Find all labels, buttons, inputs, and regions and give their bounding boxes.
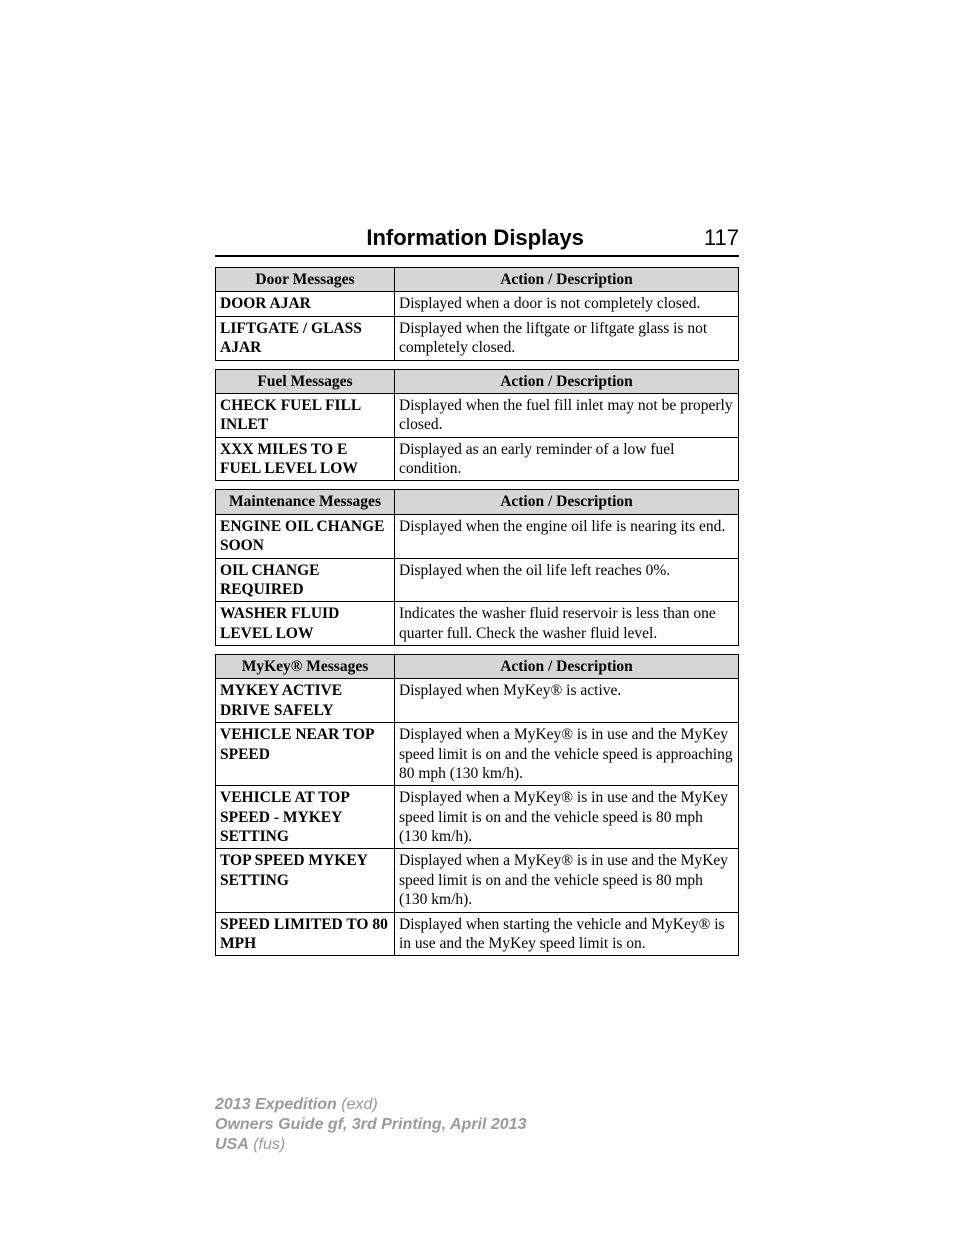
message-description: Indicates the washer fluid reservoir is … [395, 602, 739, 646]
table-row: WASHER FLUID LEVEL LOWIndicates the wash… [216, 602, 739, 646]
table-row: VEHICLE AT TOP SPEED - MYKEY SETTINGDisp… [216, 786, 739, 849]
footer-line-1: 2013 Expedition (exd) [215, 1095, 526, 1115]
message-description: Displayed when a door is not completely … [395, 292, 739, 316]
table-header-messages: Door Messages [216, 268, 395, 292]
message-table: Maintenance MessagesAction / Description… [215, 489, 739, 646]
message-description: Displayed when the liftgate or liftgate … [395, 316, 739, 360]
table-header-messages: MyKey® Messages [216, 655, 395, 679]
table-row: LIFTGATE / GLASS AJARDisplayed when the … [216, 316, 739, 360]
footer-region-code: (fus) [249, 1136, 285, 1153]
message-label: TOP SPEED MYKEY SETTING [216, 849, 395, 912]
message-description: Displayed when the fuel fill inlet may n… [395, 393, 739, 437]
footer-vehicle: 2013 Expedition [215, 1096, 337, 1113]
table-row: VEHICLE NEAR TOP SPEEDDisplayed when a M… [216, 723, 739, 786]
message-label: LIFTGATE / GLASS AJAR [216, 316, 395, 360]
message-table: Door MessagesAction / DescriptionDOOR AJ… [215, 267, 739, 361]
table-header-messages: Fuel Messages [216, 369, 395, 393]
message-description: Displayed when starting the vehicle and … [395, 912, 739, 956]
footer-line-2: Owners Guide gf, 3rd Printing, April 201… [215, 1115, 526, 1135]
message-label: SPEED LIMITED TO 80 MPH [216, 912, 395, 956]
table-header-action: Action / Description [395, 490, 739, 514]
message-description: Displayed when a MyKey® is in use and th… [395, 786, 739, 849]
table-row: ENGINE OIL CHANGE SOONDisplayed when the… [216, 514, 739, 558]
message-label: XXX MILES TO E FUEL LEVEL LOW [216, 437, 395, 481]
message-label: MYKEY ACTIVE DRIVE SAFELY [216, 679, 395, 723]
table-row: TOP SPEED MYKEY SETTINGDisplayed when a … [216, 849, 739, 912]
section-title: Information Displays [366, 225, 584, 251]
table-row: OIL CHANGE REQUIREDDisplayed when the oi… [216, 558, 739, 602]
message-label: DOOR AJAR [216, 292, 395, 316]
message-table: MyKey® MessagesAction / DescriptionMYKEY… [215, 654, 739, 956]
message-description: Displayed when the engine oil life is ne… [395, 514, 739, 558]
message-description: Displayed as an early reminder of a low … [395, 437, 739, 481]
page-number: 117 [704, 225, 739, 251]
message-description: Displayed when a MyKey® is in use and th… [395, 723, 739, 786]
message-label: OIL CHANGE REQUIRED [216, 558, 395, 602]
table-row: CHECK FUEL FILL INLETDisplayed when the … [216, 393, 739, 437]
table-row: MYKEY ACTIVE DRIVE SAFELYDisplayed when … [216, 679, 739, 723]
footer-vehicle-code: (exd) [337, 1096, 378, 1113]
message-description: Displayed when the oil life left reaches… [395, 558, 739, 602]
table-row: XXX MILES TO E FUEL LEVEL LOWDisplayed a… [216, 437, 739, 481]
message-table: Fuel MessagesAction / DescriptionCHECK F… [215, 369, 739, 482]
footer-region: USA [215, 1136, 249, 1153]
table-header-action: Action / Description [395, 268, 739, 292]
message-label: ENGINE OIL CHANGE SOON [216, 514, 395, 558]
page-header: Information Displays 117 [215, 225, 739, 257]
footer-line-3: USA (fus) [215, 1135, 526, 1155]
table-header-action: Action / Description [395, 369, 739, 393]
message-label: VEHICLE AT TOP SPEED - MYKEY SETTING [216, 786, 395, 849]
table-row: SPEED LIMITED TO 80 MPHDisplayed when st… [216, 912, 739, 956]
page-footer: 2013 Expedition (exd) Owners Guide gf, 3… [215, 1095, 526, 1155]
message-tables: Door MessagesAction / DescriptionDOOR AJ… [215, 267, 739, 956]
table-header-messages: Maintenance Messages [216, 490, 395, 514]
table-header-action: Action / Description [395, 655, 739, 679]
message-label: VEHICLE NEAR TOP SPEED [216, 723, 395, 786]
message-label: WASHER FLUID LEVEL LOW [216, 602, 395, 646]
message-label: CHECK FUEL FILL INLET [216, 393, 395, 437]
message-description: Displayed when MyKey® is active. [395, 679, 739, 723]
table-row: DOOR AJARDisplayed when a door is not co… [216, 292, 739, 316]
message-description: Displayed when a MyKey® is in use and th… [395, 849, 739, 912]
